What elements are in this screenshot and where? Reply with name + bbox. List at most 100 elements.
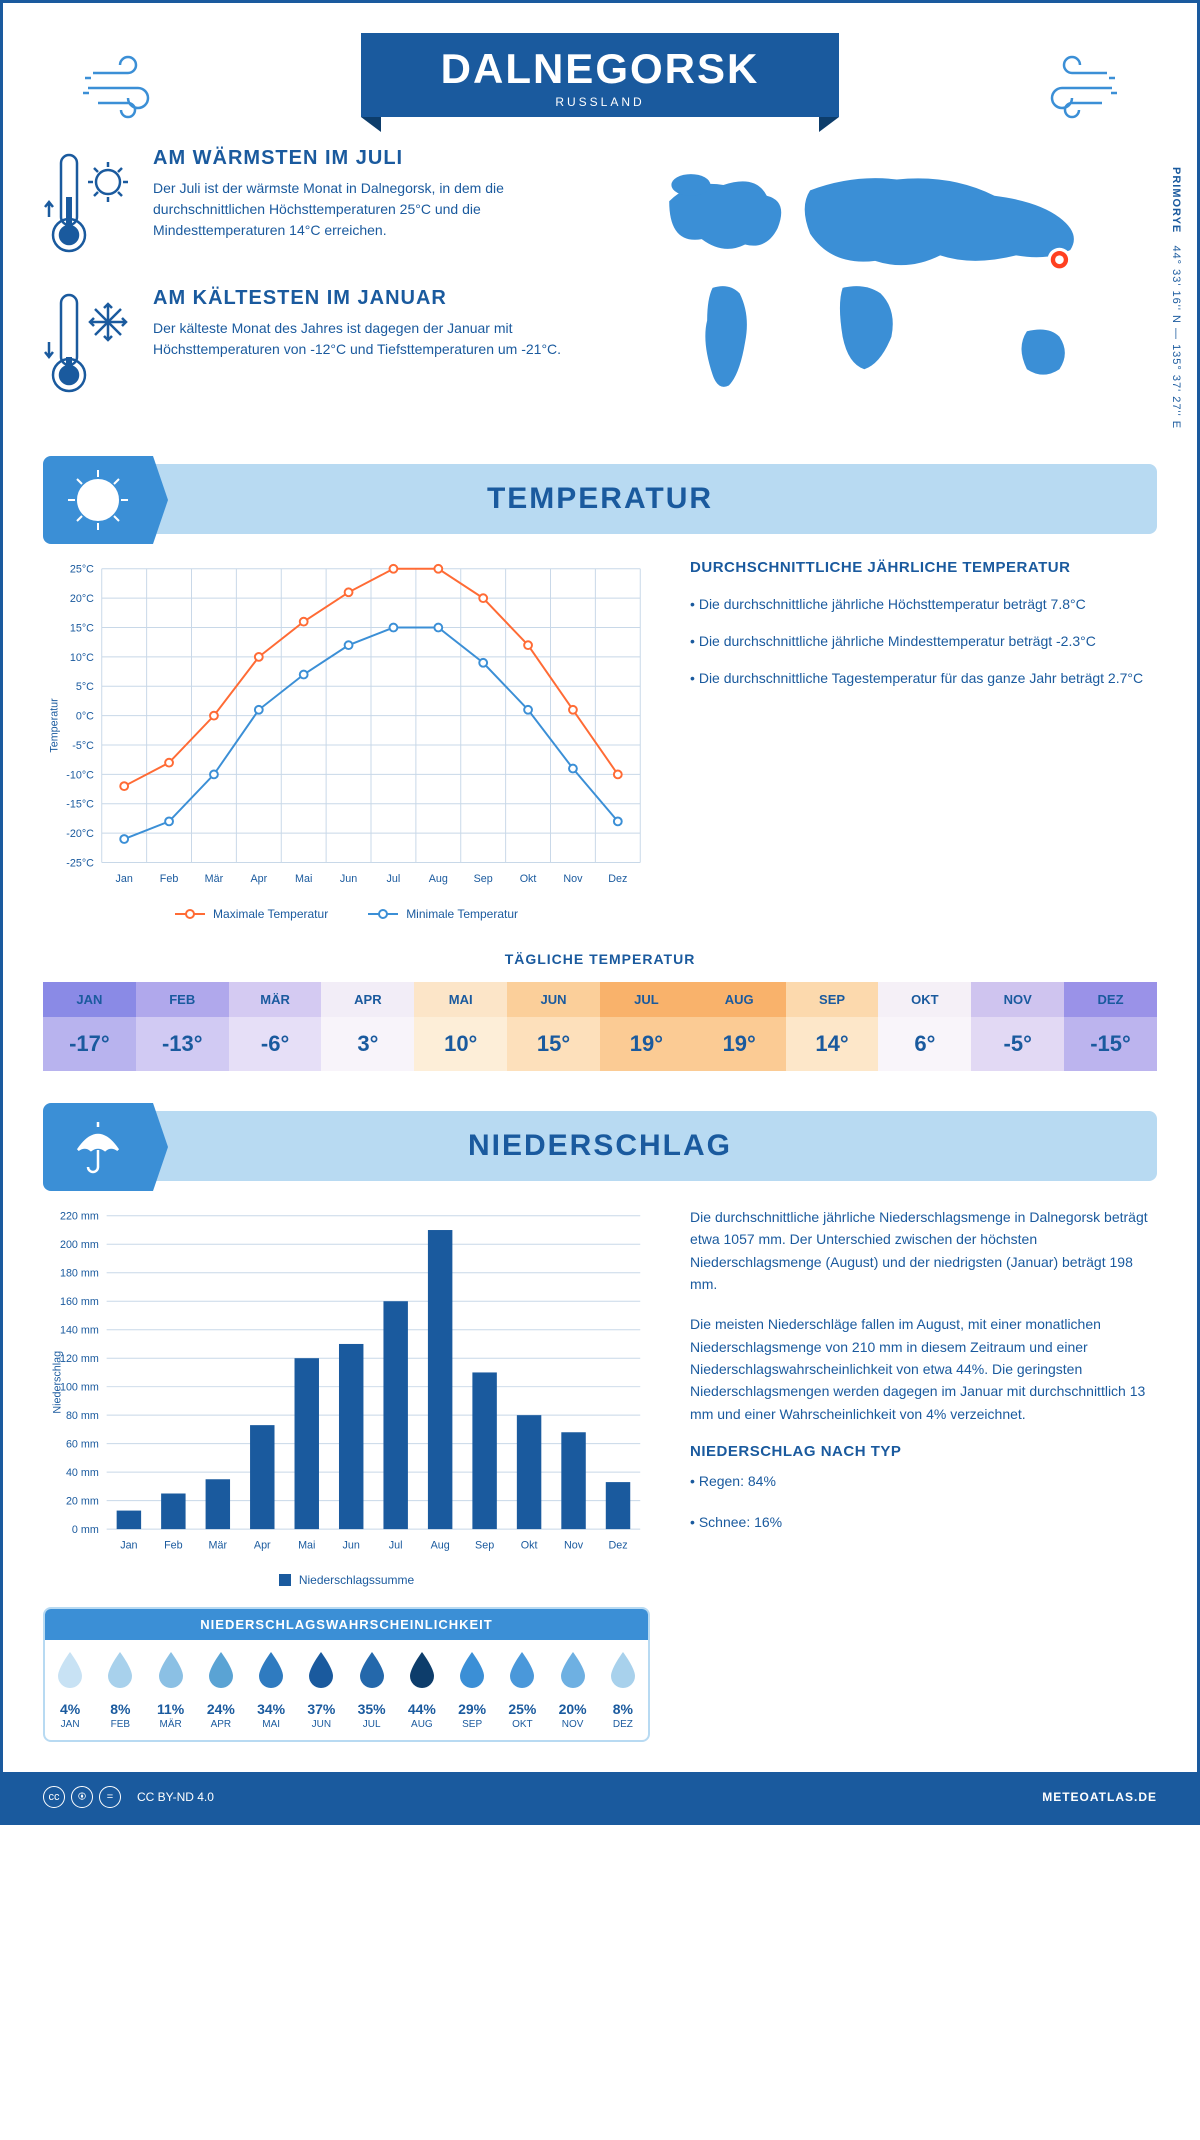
svg-text:Jan: Jan	[120, 1539, 137, 1551]
daily-cell: JUL19°	[600, 982, 693, 1071]
svg-text:200 mm: 200 mm	[60, 1239, 99, 1251]
svg-text:Dez: Dez	[608, 873, 627, 885]
coordinates: PRIMORYE 44° 33' 16'' N — 135° 37' 27'' …	[1170, 167, 1182, 429]
wind-icon	[83, 53, 173, 123]
svg-text:Apr: Apr	[254, 1539, 271, 1551]
thermometer-hot-icon	[43, 147, 133, 257]
city-name: DALNEGORSK	[441, 45, 760, 93]
footer: cc 🅯 = CC BY-ND 4.0 METEOATLAS.DE	[3, 1772, 1197, 1822]
svg-text:Sep: Sep	[475, 1539, 494, 1551]
svg-text:Feb: Feb	[164, 1539, 183, 1551]
probability-cell: 44%AUG	[397, 1640, 447, 1740]
probability-cell: 8%FEB	[95, 1640, 145, 1740]
svg-text:25°C: 25°C	[70, 564, 94, 576]
svg-text:Jun: Jun	[340, 873, 357, 885]
probability-title: NIEDERSCHLAGSWAHRSCHEINLICHKEIT	[45, 1609, 648, 1640]
svg-text:20°C: 20°C	[70, 593, 94, 605]
precip-text: Die durchschnittliche jährliche Niedersc…	[690, 1206, 1157, 1296]
daily-cell: MAI10°	[414, 982, 507, 1071]
svg-text:Mär: Mär	[205, 873, 224, 885]
precip-type-snow: • Schnee: 16%	[690, 1511, 1157, 1533]
country: RUSSLAND	[441, 95, 760, 109]
section-header-temperature: TEMPERATUR	[43, 464, 1157, 534]
svg-text:-5°C: -5°C	[72, 740, 94, 752]
precip-text: Die meisten Niederschläge fallen im Augu…	[690, 1313, 1157, 1425]
fact-title: AM KÄLTESTEN IM JANUAR	[153, 287, 585, 310]
world-map	[615, 147, 1157, 429]
svg-text:140 mm: 140 mm	[60, 1324, 99, 1336]
temp-text-title: DURCHSCHNITTLICHE JÄHRLICHE TEMPERATUR	[690, 559, 1157, 576]
fact-text: Der kälteste Monat des Jahres ist dagege…	[153, 318, 585, 360]
svg-text:Jan: Jan	[116, 873, 133, 885]
section-header-precipitation: NIEDERSCHLAG	[43, 1111, 1157, 1181]
svg-text:Mai: Mai	[298, 1539, 315, 1551]
fact-text: Der Juli ist der wärmste Monat in Dalneg…	[153, 178, 585, 241]
daily-cell: FEB-13°	[136, 982, 229, 1071]
svg-text:10°C: 10°C	[70, 652, 94, 664]
svg-text:80 mm: 80 mm	[66, 1410, 99, 1422]
svg-text:20 mm: 20 mm	[66, 1495, 99, 1507]
wind-icon	[1027, 53, 1117, 123]
svg-text:-20°C: -20°C	[66, 828, 94, 840]
probability-cell: 25%OKT	[497, 1640, 547, 1740]
svg-text:Dez: Dez	[608, 1539, 627, 1551]
svg-text:-15°C: -15°C	[66, 799, 94, 811]
svg-text:160 mm: 160 mm	[60, 1296, 99, 1308]
svg-text:Apr: Apr	[250, 873, 267, 885]
thermometer-cold-icon	[43, 287, 133, 397]
svg-text:Mai: Mai	[295, 873, 312, 885]
svg-text:-25°C: -25°C	[66, 857, 94, 869]
section-title: TEMPERATUR	[43, 482, 1157, 516]
svg-text:Okt: Okt	[520, 873, 537, 885]
probability-cell: 24%APR	[196, 1640, 246, 1740]
svg-text:180 mm: 180 mm	[60, 1267, 99, 1279]
probability-cell: 35%JUL	[347, 1640, 397, 1740]
daily-temp-title: TÄGLICHE TEMPERATUR	[43, 951, 1157, 967]
probability-cell: 34%MAI	[246, 1640, 296, 1740]
svg-text:220 mm: 220 mm	[60, 1210, 99, 1222]
temp-bullet: • Die durchschnittliche Tagestemperatur …	[690, 668, 1157, 689]
svg-text:Okt: Okt	[521, 1539, 538, 1551]
svg-text:-10°C: -10°C	[66, 769, 94, 781]
svg-text:Aug: Aug	[431, 1539, 450, 1551]
svg-text:Niederschlag: Niederschlag	[52, 1351, 64, 1414]
license-icons: cc 🅯 = CC BY-ND 4.0	[43, 1786, 214, 1808]
svg-text:60 mm: 60 mm	[66, 1438, 99, 1450]
temp-bullet: • Die durchschnittliche jährliche Höchst…	[690, 594, 1157, 615]
probability-cell: 11%MÄR	[146, 1640, 196, 1740]
chart-legend: Niederschlagssumme	[43, 1573, 650, 1587]
daily-cell: JAN-17°	[43, 982, 136, 1071]
probability-cell: 4%JAN	[45, 1640, 95, 1740]
svg-text:Temperatur: Temperatur	[49, 698, 61, 753]
header: DALNEGORSK RUSSLAND	[43, 33, 1157, 117]
fact-title: AM WÄRMSTEN IM JULI	[153, 147, 585, 170]
svg-text:Nov: Nov	[563, 873, 583, 885]
daily-cell: MÄR-6°	[229, 982, 322, 1071]
fact-coldest: AM KÄLTESTEN IM JANUAR Der kälteste Mona…	[43, 287, 585, 397]
svg-text:Nov: Nov	[564, 1539, 584, 1551]
site-name: METEOATLAS.DE	[1042, 1790, 1157, 1804]
location-marker	[1048, 248, 1072, 272]
umbrella-icon	[43, 1103, 153, 1191]
svg-text:100 mm: 100 mm	[60, 1381, 99, 1393]
probability-cell: 29%SEP	[447, 1640, 497, 1740]
probability-cell: 8%DEZ	[598, 1640, 648, 1740]
temp-bullet: • Die durchschnittliche jährliche Mindes…	[690, 631, 1157, 652]
temperature-chart: -25°C -20°C -15°C -10°C -5°C 0°C 5°C 10°C 15°C 20…	[43, 559, 650, 921]
probability-cell: 20%NOV	[548, 1640, 598, 1740]
svg-text:0°C: 0°C	[76, 710, 94, 722]
probability-cell: 37%JUN	[296, 1640, 346, 1740]
precipitation-chart: 0 mm20 mm40 mm60 mm80 mm100 mm120 mm140 …	[43, 1206, 650, 1558]
svg-text:5°C: 5°C	[76, 681, 94, 693]
title-banner: DALNEGORSK RUSSLAND	[361, 33, 840, 117]
svg-text:15°C: 15°C	[70, 622, 94, 634]
sun-icon	[43, 456, 153, 544]
daily-temp-strip: JAN-17°FEB-13°MÄR-6°APR3°MAI10°JUN15°JUL…	[43, 982, 1157, 1071]
daily-cell: SEP14°	[786, 982, 879, 1071]
daily-cell: NOV-5°	[971, 982, 1064, 1071]
svg-text:Jul: Jul	[387, 873, 401, 885]
daily-cell: DEZ-15°	[1064, 982, 1157, 1071]
daily-cell: OKT6°	[878, 982, 971, 1071]
svg-text:120 mm: 120 mm	[60, 1353, 99, 1365]
precip-type-title: NIEDERSCHLAG NACH TYP	[690, 1443, 1157, 1460]
